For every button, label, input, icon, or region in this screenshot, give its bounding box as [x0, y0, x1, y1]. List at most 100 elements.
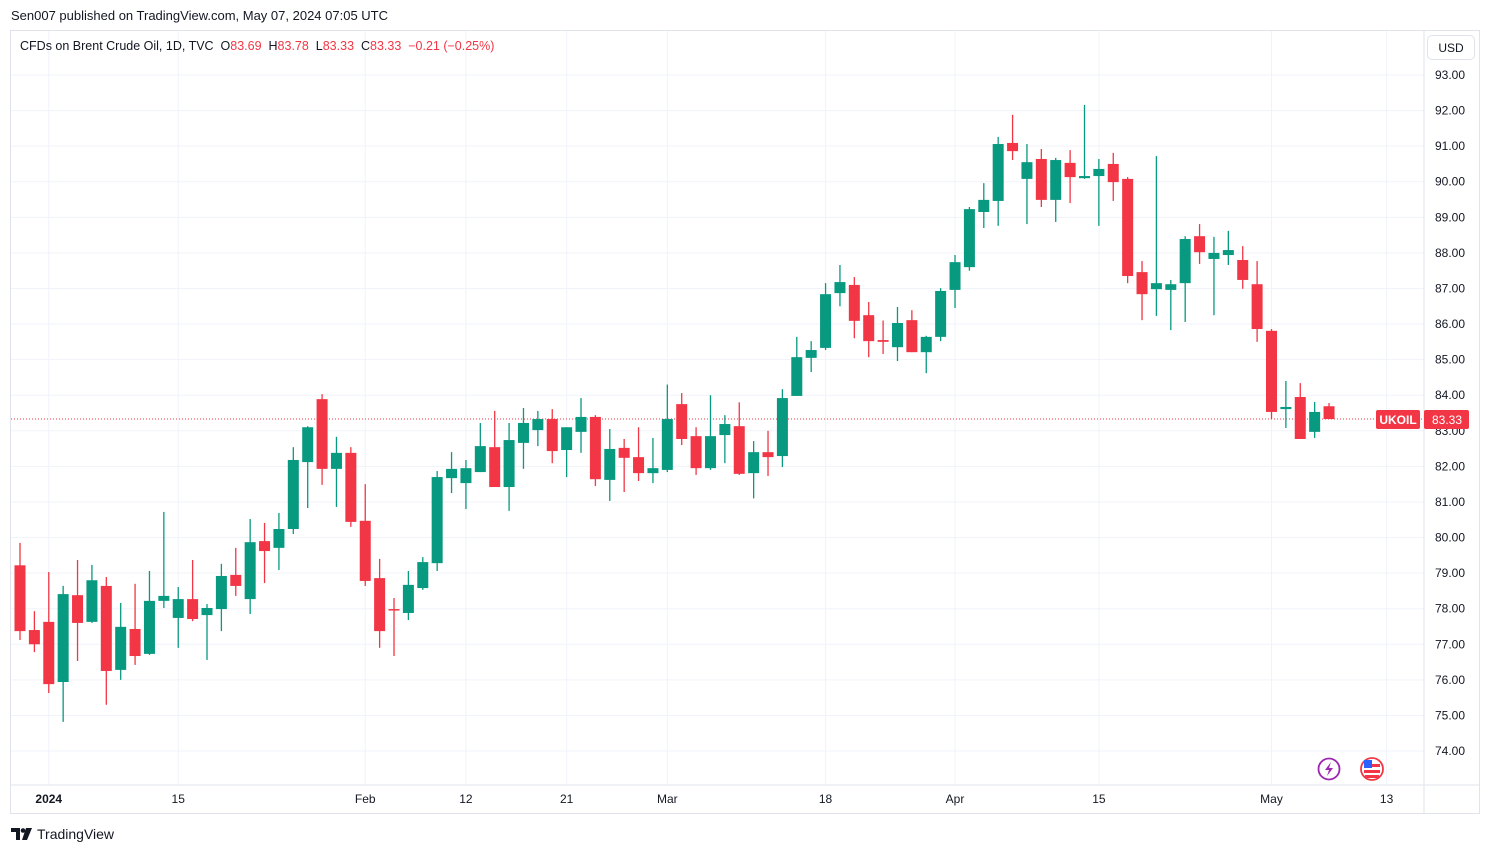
candle[interactable]	[345, 447, 357, 527]
candle[interactable]	[978, 183, 990, 228]
candle[interactable]	[129, 583, 141, 665]
candle[interactable]	[791, 336, 803, 396]
candle[interactable]	[115, 603, 127, 680]
candle[interactable]	[762, 430, 774, 476]
candle[interactable]	[460, 459, 472, 510]
candle[interactable]	[1122, 177, 1134, 284]
candle[interactable]	[805, 341, 817, 373]
candle[interactable]	[1136, 261, 1148, 321]
candle[interactable]	[949, 255, 961, 309]
candle[interactable]	[1064, 150, 1076, 204]
candle[interactable]	[417, 557, 429, 590]
candle[interactable]	[28, 611, 40, 653]
candle[interactable]	[690, 427, 702, 475]
candle[interactable]	[43, 572, 55, 694]
candle[interactable]	[517, 408, 529, 469]
candle[interactable]	[1150, 156, 1162, 316]
candle[interactable]	[330, 436, 342, 507]
candle[interactable]	[489, 410, 501, 488]
candle[interactable]	[604, 429, 616, 501]
candle[interactable]	[1107, 152, 1119, 201]
candle[interactable]	[143, 570, 155, 655]
candle[interactable]	[1237, 246, 1249, 289]
candle[interactable]	[863, 302, 875, 358]
change-value: −0.21 (−0.25%)	[408, 39, 495, 53]
candle[interactable]	[1294, 383, 1306, 439]
candle[interactable]	[575, 398, 587, 453]
candle[interactable]	[935, 288, 947, 342]
candle[interactable]	[273, 512, 285, 570]
lightning-icon[interactable]	[1317, 757, 1341, 781]
candle[interactable]	[1208, 236, 1220, 316]
candle[interactable]	[776, 389, 788, 468]
candle[interactable]	[676, 393, 688, 446]
candle[interactable]	[215, 563, 227, 632]
candle[interactable]	[287, 447, 299, 534]
candle[interactable]	[158, 511, 170, 608]
candle[interactable]	[1251, 261, 1263, 342]
candle[interactable]	[834, 264, 846, 307]
candle[interactable]	[1280, 380, 1292, 428]
candle[interactable]	[259, 522, 271, 584]
candle[interactable]	[1050, 157, 1062, 222]
candle[interactable]	[1035, 149, 1047, 208]
candle[interactable]	[733, 402, 745, 475]
candle[interactable]	[201, 604, 213, 660]
tradingview-brand[interactable]: TradingView	[11, 826, 114, 842]
candle[interactable]	[992, 136, 1004, 226]
candle[interactable]	[848, 277, 860, 339]
candle[interactable]	[561, 427, 573, 478]
candle[interactable]	[100, 577, 112, 705]
candle[interactable]	[820, 283, 832, 351]
candle[interactable]	[546, 409, 558, 464]
candle[interactable]	[633, 427, 645, 481]
us-flag-icon[interactable]	[1360, 757, 1384, 781]
candle[interactable]	[1021, 144, 1033, 225]
candle[interactable]	[906, 310, 918, 353]
candle[interactable]	[86, 564, 98, 623]
candle[interactable]	[402, 570, 414, 621]
candle[interactable]	[374, 558, 386, 648]
candle[interactable]	[1007, 114, 1019, 161]
candle-body	[431, 477, 443, 564]
candle[interactable]	[1165, 279, 1177, 331]
candle[interactable]	[230, 547, 242, 596]
candle[interactable]	[503, 422, 515, 511]
candle[interactable]	[57, 585, 69, 722]
candle[interactable]	[1093, 158, 1105, 226]
chart-frame[interactable]	[10, 30, 1480, 814]
candle[interactable]	[72, 559, 84, 662]
candle[interactable]	[388, 598, 400, 657]
candle[interactable]	[661, 384, 673, 473]
candle[interactable]	[187, 559, 199, 622]
candle[interactable]	[359, 484, 371, 586]
candle[interactable]	[474, 422, 486, 473]
candle[interactable]	[14, 542, 26, 641]
candle[interactable]	[963, 207, 975, 271]
candle[interactable]	[1078, 104, 1090, 179]
candle[interactable]	[316, 394, 328, 485]
candle[interactable]	[719, 415, 731, 464]
candle[interactable]	[1222, 230, 1234, 265]
candle[interactable]	[589, 415, 601, 486]
candle[interactable]	[1309, 401, 1321, 438]
candle[interactable]	[446, 452, 458, 494]
candle[interactable]	[302, 426, 314, 509]
candle[interactable]	[1194, 224, 1206, 264]
candle[interactable]	[1265, 329, 1277, 420]
currency-button[interactable]: USD	[1427, 35, 1475, 60]
candle[interactable]	[431, 471, 443, 571]
candle[interactable]	[532, 410, 544, 447]
candle[interactable]	[704, 395, 716, 470]
candle[interactable]	[647, 437, 659, 484]
candle[interactable]	[172, 586, 184, 648]
candle[interactable]	[1323, 403, 1335, 420]
candle[interactable]	[891, 306, 903, 362]
candle[interactable]	[920, 335, 932, 374]
candle[interactable]	[748, 441, 760, 499]
candle[interactable]	[1179, 236, 1191, 322]
candle[interactable]	[244, 519, 256, 615]
candle[interactable]	[877, 320, 889, 354]
candle[interactable]	[618, 438, 630, 492]
